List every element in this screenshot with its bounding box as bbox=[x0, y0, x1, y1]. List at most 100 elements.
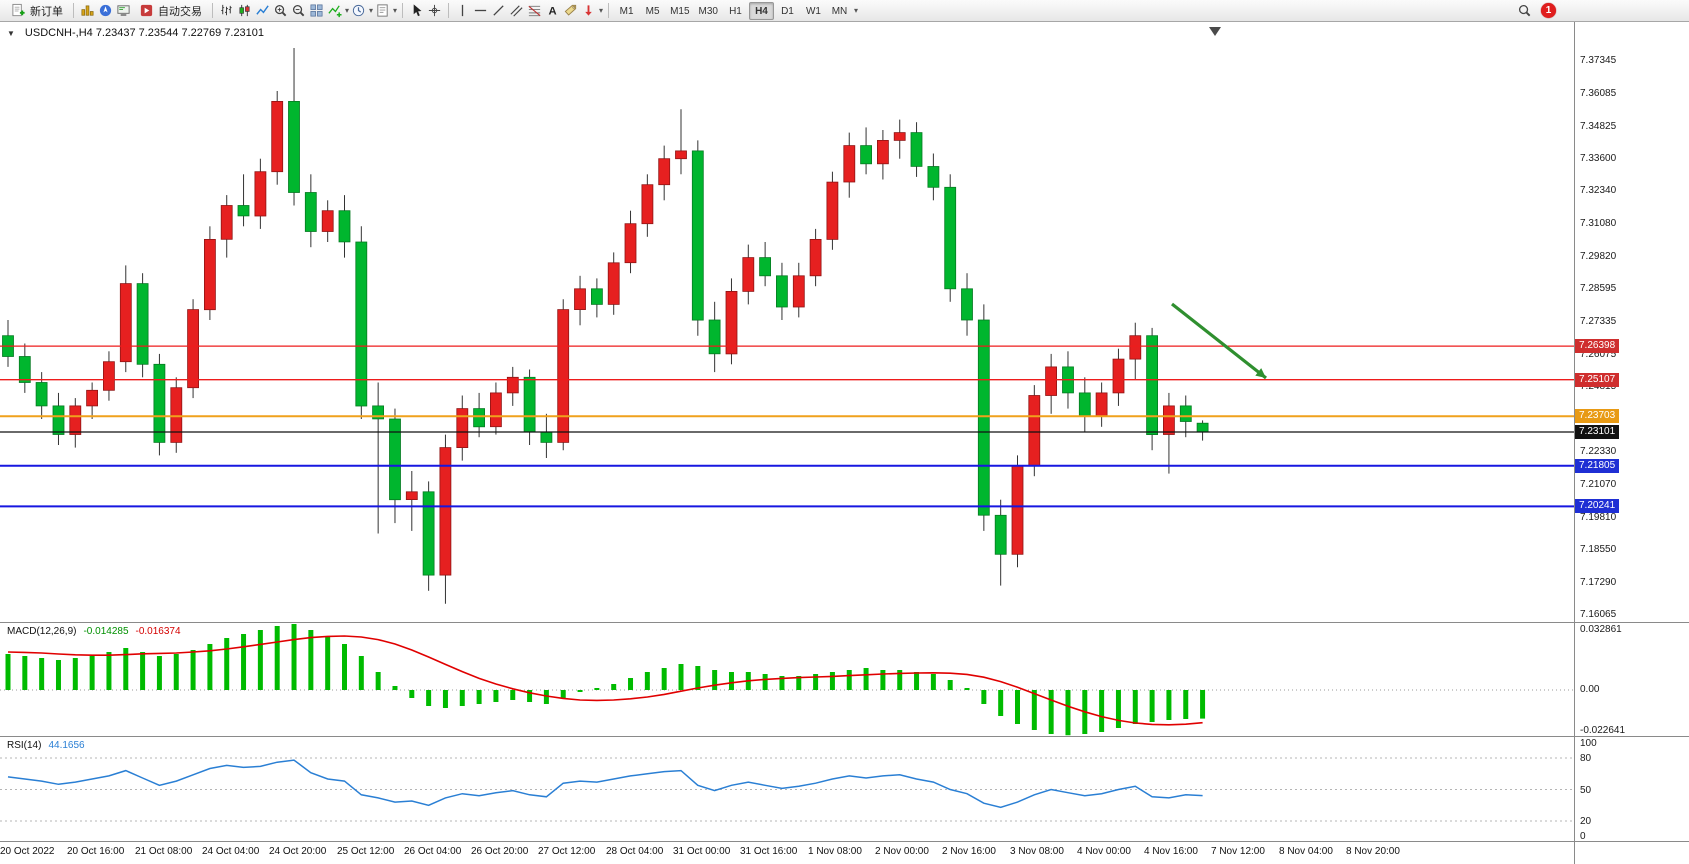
chart-workspace: 7.37345 7.36085 7.34825 7.33600 7.32340 7.310… bbox=[0, 22, 1689, 864]
macd-signal-value: -0.016374 bbox=[135, 626, 181, 637]
price-axis-tick: 7.18550 bbox=[1580, 544, 1617, 555]
price-axis-tick: 7.17290 bbox=[1580, 577, 1617, 588]
line-chart-icon[interactable] bbox=[254, 2, 271, 19]
tile-windows-icon[interactable] bbox=[308, 2, 325, 19]
text-tool-icon[interactable]: A bbox=[544, 2, 561, 19]
price-line-badge: 7.20241 bbox=[1575, 499, 1620, 513]
price-axis-tick: 7.33600 bbox=[1580, 153, 1617, 164]
chart-title: USDCNH-,H4 7.23437 7.23544 7.22769 7.231… bbox=[24, 27, 265, 39]
macd-axis[interactable]: 0.032861 0.00 -0.022641 bbox=[1574, 623, 1689, 737]
panel-divider[interactable] bbox=[0, 736, 1689, 737]
rsi-axis-tick: 20 bbox=[1580, 816, 1592, 827]
periods-dropdown-icon[interactable]: ▾ bbox=[369, 6, 374, 15]
zoom-out-icon[interactable] bbox=[290, 2, 307, 19]
text-label-icon[interactable] bbox=[562, 2, 579, 19]
price-axis-tick: 7.31080 bbox=[1580, 218, 1617, 229]
rsi-label-row: RSI(14) 44.1656 bbox=[7, 740, 85, 751]
timeframe-button-w1[interactable]: W1 bbox=[805, 5, 821, 17]
timeframe-button-m1[interactable]: M1 bbox=[619, 5, 634, 17]
notification-badge[interactable]: 1 bbox=[1541, 3, 1556, 18]
axis-divider bbox=[1574, 22, 1575, 864]
search-icon[interactable] bbox=[1516, 2, 1533, 19]
bar-chart-icon[interactable] bbox=[218, 2, 235, 19]
svg-text:A: A bbox=[548, 6, 556, 18]
terminal-icon[interactable] bbox=[115, 2, 132, 19]
panel-divider[interactable] bbox=[0, 622, 1689, 623]
timeframe-button-m5[interactable]: M5 bbox=[645, 5, 660, 17]
price-line-badge: 7.26398 bbox=[1575, 339, 1620, 353]
macd-axis-tick: -0.022641 bbox=[1580, 725, 1626, 736]
time-axis-label: 21 Oct 08:00 bbox=[135, 846, 193, 857]
timeframe-button-h1[interactable]: H1 bbox=[729, 5, 742, 17]
timeframe-button-m15[interactable]: M15 bbox=[670, 5, 690, 17]
navigator-icon[interactable] bbox=[97, 2, 114, 19]
price-axis-tick: 7.16065 bbox=[1580, 609, 1617, 620]
crosshair-icon[interactable] bbox=[426, 2, 443, 19]
indicators-dropdown-icon[interactable]: ▾ bbox=[345, 6, 350, 15]
cursor-icon[interactable] bbox=[408, 2, 425, 19]
vertical-line-icon[interactable] bbox=[454, 2, 471, 19]
price-axis-tick: 7.28595 bbox=[1580, 283, 1617, 294]
template-icon[interactable] bbox=[374, 2, 391, 19]
price-axis-tick: 7.26075 bbox=[1580, 349, 1617, 360]
time-axis-label: 8 Nov 04:00 bbox=[1279, 846, 1333, 857]
time-axis-label: 4 Nov 16:00 bbox=[1144, 846, 1198, 857]
chart-title-row: ▼ USDCNH-,H4 7.23437 7.23544 7.22769 7.2… bbox=[7, 27, 264, 39]
arrows-tool-icon[interactable] bbox=[580, 2, 597, 19]
auto-trading-button[interactable]: 自动交易 bbox=[133, 1, 207, 21]
macd-label-row: MACD(12,26,9) -0.014285 -0.016374 bbox=[7, 626, 181, 637]
price-axis[interactable]: 7.37345 7.36085 7.34825 7.33600 7.32340 7.310… bbox=[1574, 22, 1689, 622]
rsi-axis-tick: 80 bbox=[1580, 753, 1592, 764]
time-axis[interactable]: 20 Oct 2022 20 Oct 16:00 21 Oct 08:00 24 Oc… bbox=[0, 841, 1689, 864]
arrows-dropdown-icon[interactable]: ▾ bbox=[599, 6, 604, 15]
new-order-button[interactable]: 新订单 bbox=[5, 1, 68, 21]
chart-title-collapse-icon[interactable]: ▼ bbox=[7, 29, 15, 38]
panel-divider bbox=[0, 841, 1689, 842]
trendline-icon[interactable] bbox=[490, 2, 507, 19]
timeframe-button-h4[interactable]: H4 bbox=[748, 1, 774, 20]
equidistant-channel-icon[interactable] bbox=[508, 2, 525, 19]
fibonacci-icon[interactable] bbox=[526, 2, 543, 19]
candlestick-chart-icon[interactable] bbox=[236, 2, 253, 19]
timeframe-button-d1[interactable]: D1 bbox=[781, 5, 794, 17]
periods-clock-icon[interactable] bbox=[350, 2, 367, 19]
rsi-axis-tick: 0 bbox=[1580, 831, 1586, 842]
price-axis-tick: 7.37345 bbox=[1580, 55, 1617, 66]
toolbar-overflow-icon[interactable]: ▾ bbox=[853, 6, 858, 15]
price-line-badge: 7.21805 bbox=[1575, 459, 1620, 473]
time-axis-label: 25 Oct 12:00 bbox=[337, 846, 395, 857]
market-watch-icon[interactable] bbox=[79, 2, 96, 19]
price-line-badge: 7.23101 bbox=[1575, 425, 1620, 439]
time-axis-label: 24 Oct 20:00 bbox=[269, 846, 327, 857]
timeframe-button-mn[interactable]: MN bbox=[831, 5, 848, 17]
indicators-icon[interactable] bbox=[326, 2, 343, 19]
time-axis-label: 7 Nov 12:00 bbox=[1211, 846, 1265, 857]
rsi-axis-tick: 100 bbox=[1580, 738, 1597, 749]
toolbar-separator bbox=[212, 3, 213, 18]
rsi-axis[interactable]: 100 80 50 20 0 bbox=[1574, 737, 1689, 842]
rsi-value: 44.1656 bbox=[48, 740, 85, 751]
toolbar-separator bbox=[402, 3, 404, 18]
toolbar-right-cluster: 1 bbox=[1516, 2, 1556, 19]
toolbar-separator bbox=[73, 3, 74, 18]
macd-plot[interactable] bbox=[0, 623, 1574, 737]
candlestick-plot[interactable] bbox=[0, 22, 1574, 622]
price-line-badge: 7.25107 bbox=[1575, 373, 1620, 387]
rsi-axis-tick: 50 bbox=[1580, 785, 1592, 796]
price-axis-tick: 7.34825 bbox=[1580, 121, 1617, 132]
timeframe-button-m30[interactable]: M30 bbox=[698, 5, 718, 17]
new-order-icon bbox=[10, 2, 27, 19]
horizontal-line-icon[interactable] bbox=[472, 2, 489, 19]
price-axis-tick: 7.19810 bbox=[1580, 512, 1617, 523]
rsi-plot[interactable] bbox=[0, 737, 1574, 842]
price-axis-tick: 7.29820 bbox=[1580, 251, 1617, 262]
zoom-in-icon[interactable] bbox=[272, 2, 289, 19]
time-axis-label: 8 Nov 20:00 bbox=[1346, 846, 1400, 857]
auto-trading-label: 自动交易 bbox=[158, 5, 202, 18]
template-dropdown-icon[interactable]: ▾ bbox=[393, 6, 398, 15]
price-axis-tick: 7.22330 bbox=[1580, 446, 1617, 457]
timeframe-toolbar: M1 M5 M15 M30 H1 H4 D1 W1 MN bbox=[614, 1, 852, 20]
macd-label: MACD(12,26,9) bbox=[7, 626, 77, 637]
time-axis-label: 31 Oct 16:00 bbox=[740, 846, 798, 857]
time-axis-label: 27 Oct 12:00 bbox=[538, 846, 596, 857]
